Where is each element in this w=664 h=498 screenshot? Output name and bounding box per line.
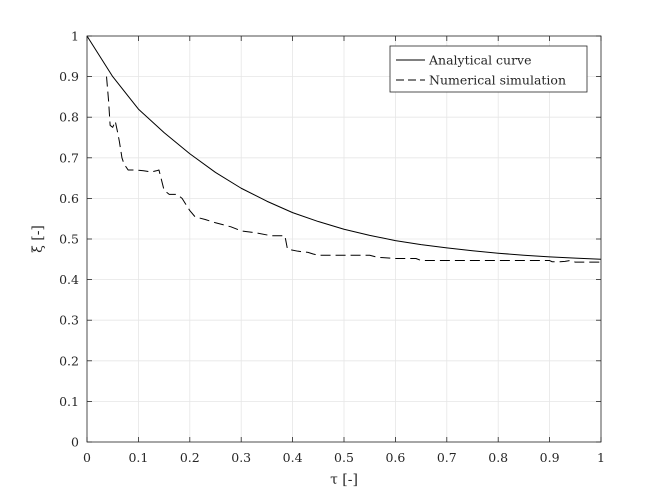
numerical-simulation-line [106,76,601,263]
y-tick-label: 0.2 [59,353,79,368]
y-tick-label: 0.4 [59,272,79,287]
x-axis-label: τ [-] [330,472,358,488]
x-tick-label: 0.9 [540,450,560,465]
x-tick-label: 0.7 [437,450,457,465]
axis-ticks [86,35,602,443]
y-tick-label: 0.3 [59,313,79,328]
x-tick-label: 0 [83,450,91,465]
x-tick-label: 0.5 [334,450,354,465]
x-tick-label: 0.6 [385,450,405,465]
x-tick-label: 0.3 [231,450,251,465]
x-tick-label: 1 [597,450,605,465]
y-tick-label: 0.6 [59,191,79,206]
y-tick-label: 0.1 [59,394,79,409]
legend: Analytical curve Numerical simulation [389,45,588,93]
legend-label-analytical: Analytical curve [428,53,532,68]
legend-label-numerical: Numerical simulation [429,73,566,88]
x-tick-label: 0.2 [180,450,200,465]
analytical-curve-line [86,35,602,260]
series-layer [86,35,602,263]
y-axis-label: ξ [-] [30,225,46,253]
tick-labels: 0 0.1 0.2 0.3 0.4 0.5 0.6 0.7 0.8 0.9 1 0 0.1 0.2 0.3 0… [59,29,605,466]
x-tick-label: 0.1 [128,450,148,465]
legend-box [389,45,588,93]
y-tick-label: 1 [71,29,79,44]
y-tick-label: 0.8 [59,110,79,125]
x-tick-label: 0.4 [283,450,303,465]
x-tick-label: 0.8 [488,450,508,465]
y-tick-label: 0.5 [59,232,79,247]
y-tick-label: 0 [71,435,79,450]
y-tick-label: 0.7 [59,150,79,165]
y-tick-label: 0.9 [59,69,79,84]
